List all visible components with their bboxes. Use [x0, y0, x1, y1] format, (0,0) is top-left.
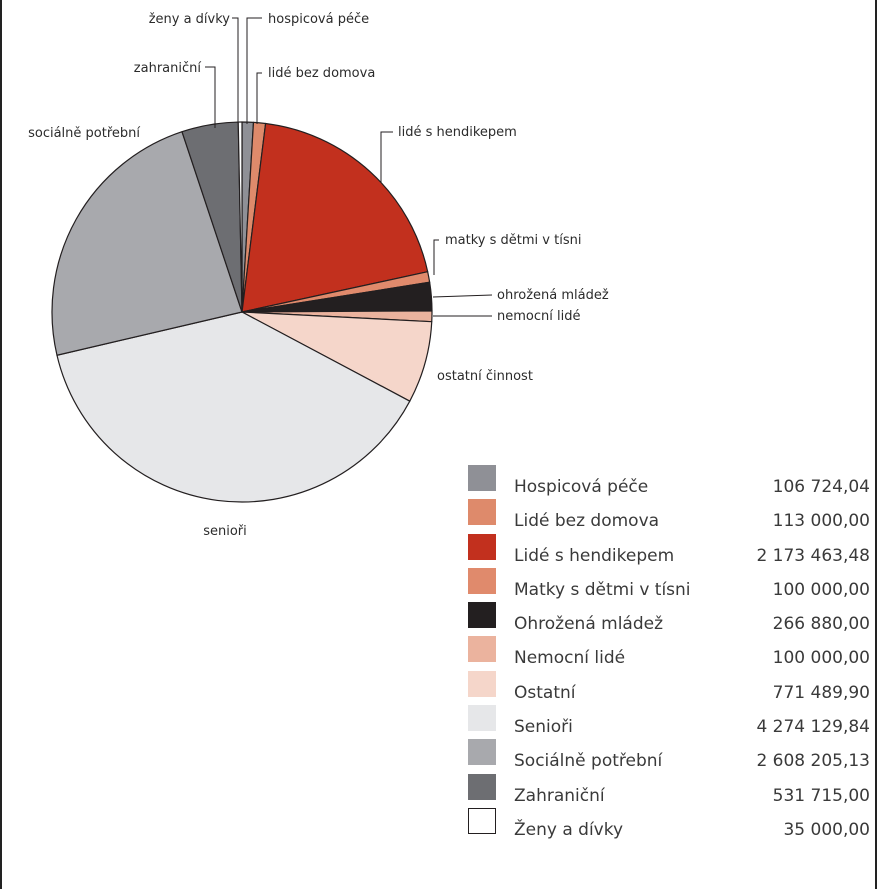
legend-swatch-bezdomova	[468, 499, 496, 526]
legend-value-hospic: 106 724,04	[772, 477, 870, 497]
slice-label-hendikep: lidé s hendikepem	[398, 125, 517, 140]
legend-value-socialne: 2 608 205,13	[756, 751, 870, 772]
slice-label-mladez: ohrožená mládež	[497, 288, 609, 303]
legend-value-zahranicni: 531 715,00	[772, 785, 870, 806]
pie-slices	[51, 121, 433, 503]
callout-line-zahranicni	[205, 66, 216, 128]
legend-swatch-seniori	[468, 705, 496, 732]
legend-name-socialne: Sociálně potřební	[514, 751, 663, 772]
pie-callouts: hospicová péče lidé bez domova lidé s hend…	[28, 12, 609, 539]
legend-name-hospic: Hospicová péče	[514, 477, 649, 497]
legend-value-seniori: 4 274 129,84	[756, 717, 870, 738]
legend-value-nemocni: 100 000,00	[772, 648, 870, 669]
legend-row-nemocni: Nemocní lidé 100 000,00	[466, 636, 876, 670]
legend-swatch-nemocni	[468, 636, 496, 663]
legend-row-seniori: Senioři 4 274 129,84	[466, 705, 876, 739]
slice-label-zeny: ženy a dívky	[149, 12, 231, 27]
pie-slice-hendikep	[241, 122, 429, 313]
legend-name-bezdomova: Lidé bez domova	[514, 511, 660, 532]
slice-label-bezdomova: lidé bez domova	[268, 66, 375, 81]
callout-line-hendikep	[380, 131, 393, 182]
legend-name-seniori: Senioři	[514, 717, 573, 738]
legend-row-ostatni: Ostatní 771 489,90	[466, 670, 876, 705]
legend-value-bezdomova: 113 000,00	[772, 511, 870, 532]
callout-line-hospic	[246, 17, 262, 124]
callout-line-mladez	[432, 294, 493, 298]
legend-name-mladez: Ohrožená mládež	[514, 614, 664, 635]
legend-row-zahranicni: Zahraniční 531 715,00	[466, 773, 876, 808]
legend-row-bezdomova: Lidé bez domova 113 000,00	[466, 499, 876, 533]
legend-name-matky: Matky s dětmi v tísni	[514, 579, 691, 600]
slice-label-seniori: senioři	[203, 524, 247, 539]
legend-row-hospic: Hospicová péče 106 724,04	[466, 465, 876, 499]
pie-slice-seniori	[56, 311, 411, 503]
legend-name-zeny: Ženy a dívky	[514, 819, 624, 840]
legend-row-socialne: Sociálně potřební 2 608 205,13	[466, 739, 876, 773]
legend-swatch-zeny	[468, 807, 496, 834]
legend-row-zeny: Ženy a dívky 35 000,00	[466, 807, 876, 842]
legend-name-ostatni: Ostatní	[514, 682, 576, 703]
legend-value-mladez: 266 880,00	[772, 614, 870, 635]
slice-label-hospic: hospicová péče	[268, 12, 369, 27]
legend-value-matky: 100 000,00	[772, 579, 870, 600]
legend-row-hendikep: Lidé s hendikepem 2 173 463,48	[466, 533, 876, 568]
legend-value-hendikep: 2 173 463,48	[756, 545, 870, 566]
legend-row-matky: Matky s dětmi v tísni 100 000,00	[466, 567, 876, 602]
legend-name-nemocni: Nemocní lidé	[514, 648, 626, 669]
legend-name-zahranicni: Zahraniční	[514, 785, 605, 806]
chart-legend: Hospicová péče 106 724,04 Lidé bez domova 1…	[466, 465, 876, 842]
callout-line-bezdomova	[256, 72, 262, 124]
legend-row-mladez: Ohrožená mládež 266 880,00	[466, 602, 876, 636]
legend-swatch-matky	[468, 567, 496, 594]
legend-swatch-zahranicni	[468, 773, 496, 800]
slice-label-ostatni: ostatní činnost	[437, 369, 533, 384]
slice-label-zahranicni: zahraniční	[134, 61, 202, 76]
legend-value-ostatni: 771 489,90	[772, 682, 870, 703]
legend-swatch-hendikep	[468, 533, 496, 560]
legend-swatch-ostatni	[468, 670, 496, 697]
right-frame-line	[875, 0, 877, 889]
callout-line-matky	[433, 239, 439, 275]
legend-swatch-socialne	[468, 739, 496, 766]
legend-value-zeny: 35 000,00	[783, 819, 870, 840]
legend-swatch-hospic	[468, 465, 496, 491]
slice-label-socialne: sociálně potřební	[28, 126, 140, 141]
slice-label-nemocni: nemocní lidé	[497, 309, 580, 324]
pie-slice-socialne	[51, 131, 243, 356]
slice-label-matky: matky s dětmi v tísni	[445, 233, 581, 248]
legend-name-hendikep: Lidé s hendikepem	[514, 545, 675, 566]
callout-line-zeny	[232, 17, 239, 124]
legend-swatch-mladez	[468, 602, 496, 629]
left-frame-line	[0, 0, 2, 889]
